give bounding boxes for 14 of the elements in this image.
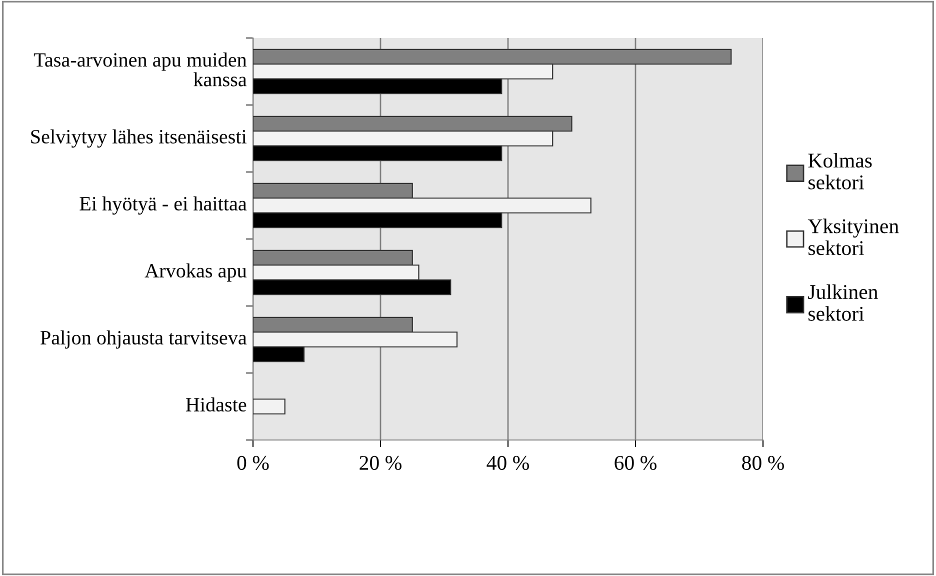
x-tick-label: 0 % bbox=[237, 456, 269, 470]
y-tick-label: Tasa-arvoinen apu muiden kanssa bbox=[34, 52, 247, 86]
y-tick-label: Selviytyy lähes itsenäisesti bbox=[31, 129, 246, 148]
legend-label: Yksityinen sektori bbox=[808, 218, 899, 256]
y-tick-label: Hidaste bbox=[186, 397, 246, 412]
legend-label: Julkinen sektori bbox=[808, 284, 878, 321]
y-tick-label: Arvokas apu bbox=[144, 263, 247, 282]
x-tick-label: 40 % bbox=[486, 456, 529, 470]
legend-label: Kolmas sektori bbox=[808, 152, 872, 190]
y-tick-label: Ei hyötyä - ei haittaa bbox=[80, 196, 247, 215]
y-tick-label: Paljon ohjausta tarvitseva bbox=[40, 330, 247, 349]
x-tick-label: 80 % bbox=[742, 456, 784, 470]
x-tick-label: 20 % bbox=[360, 456, 402, 470]
x-tick-label: 60 % bbox=[614, 456, 656, 470]
